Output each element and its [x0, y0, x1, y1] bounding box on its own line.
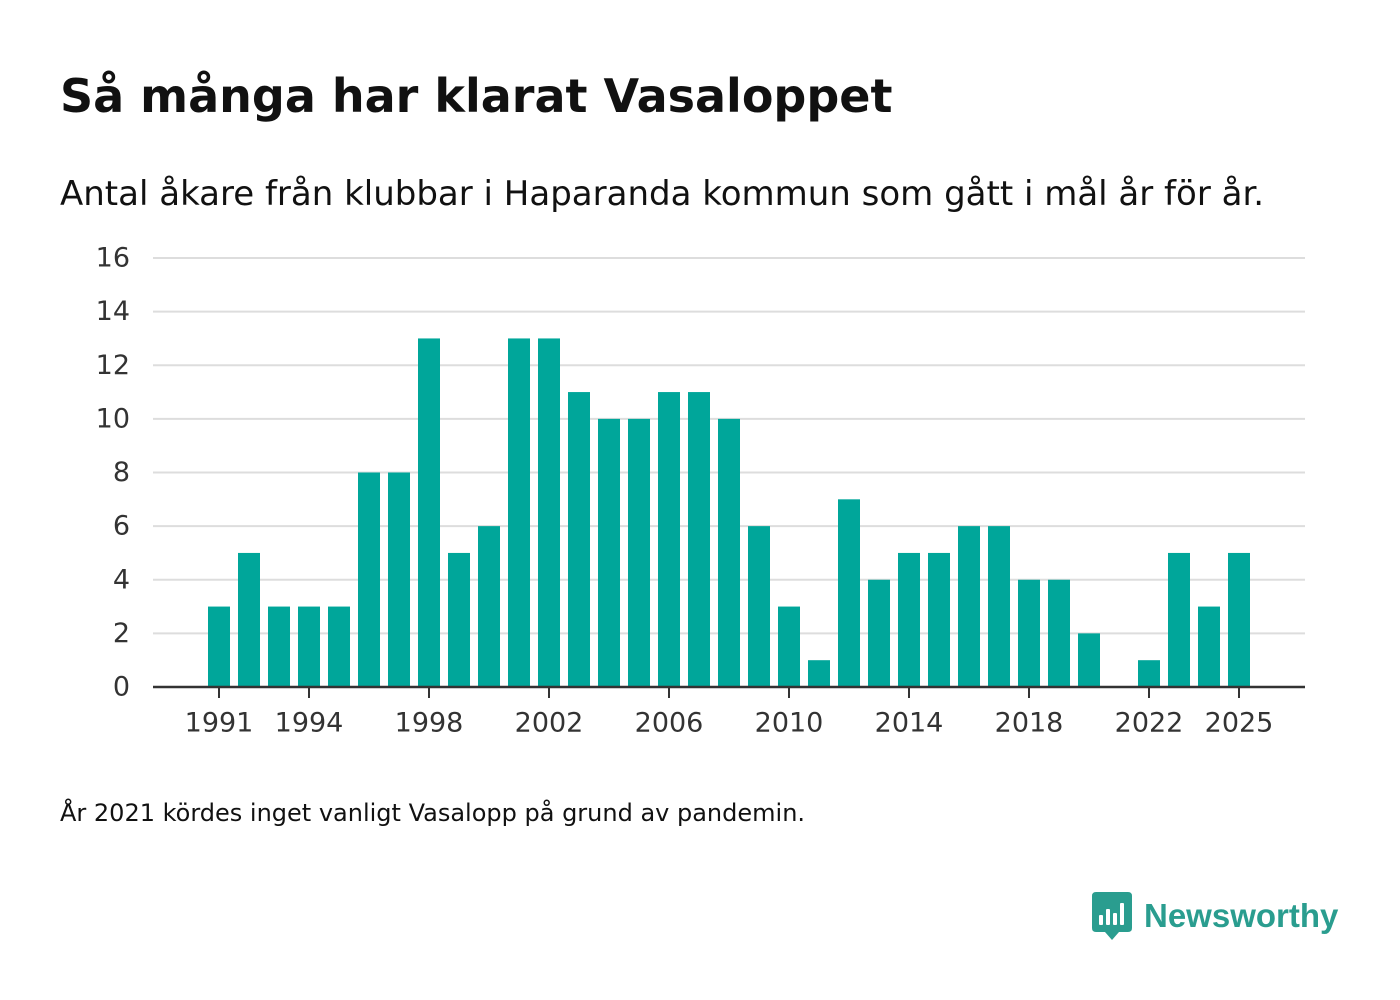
bar-2006 [658, 392, 680, 687]
x-tick-label-2010: 2010 [755, 708, 824, 739]
bar-2017 [988, 526, 1010, 687]
bar-2024 [1198, 606, 1220, 687]
bar-2020 [1078, 633, 1100, 687]
x-axis [153, 685, 1305, 698]
footnote: År 2021 kördes inget vanligt Vasalopp på… [60, 799, 806, 827]
x-tick-label-1994: 1994 [275, 708, 344, 739]
bars [208, 338, 1250, 687]
x-tick-label-2025: 2025 [1205, 708, 1274, 739]
bar-1991 [208, 606, 230, 687]
x-tick-label-1998: 1998 [395, 708, 464, 739]
y-tick-label-10: 10 [96, 403, 130, 434]
bar-2013 [868, 579, 890, 687]
y-tick-label-4: 4 [113, 564, 130, 595]
bar-2004 [598, 418, 620, 687]
y-tick-label-8: 8 [113, 457, 130, 488]
x-tick-label-2014: 2014 [875, 708, 944, 739]
bar-1997 [388, 472, 410, 687]
chart-subtitle: Antal åkare från klubbar i Haparanda kom… [60, 174, 1265, 214]
bar-2009 [748, 526, 770, 687]
bar-2023 [1168, 552, 1190, 687]
newsworthy-logo-icon [1092, 892, 1132, 940]
tick-labels: 0 2 4 6 8 10 12 14 16 1991 1994 1998 2002 2006 2010 201… [96, 243, 1274, 739]
x-tick-label-2002: 2002 [515, 708, 584, 739]
y-tick-label-12: 12 [96, 350, 130, 381]
bar-2025 [1228, 552, 1250, 687]
bar-2014 [898, 552, 920, 687]
bar-chart: 0 2 4 6 8 10 12 14 16 1991 1994 1998 2002 2006 2010 201… [96, 243, 1305, 739]
x-tick-label-2022: 2022 [1115, 708, 1184, 739]
bar-2007 [688, 392, 710, 687]
brand-name: Newsworthy [1144, 897, 1339, 934]
x-tick-label-1991: 1991 [185, 708, 254, 739]
bar-2012 [838, 499, 860, 687]
bar-1996 [358, 472, 380, 687]
bar-2018 [1018, 579, 1040, 687]
bar-2015 [928, 552, 950, 687]
y-tick-label-14: 14 [96, 296, 130, 327]
bar-2003 [568, 392, 590, 687]
y-tick-label-16: 16 [96, 243, 130, 274]
bar-2019 [1048, 579, 1070, 687]
bar-1995 [328, 606, 350, 687]
bar-1998 [418, 338, 440, 687]
chart-title: Så många har klarat Vasaloppet [60, 69, 893, 123]
bar-1992 [238, 552, 260, 687]
bar-2005 [628, 418, 650, 687]
y-tick-label-0: 0 [113, 672, 130, 703]
bar-1994 [298, 606, 320, 687]
bar-2000 [478, 526, 500, 687]
y-tick-label-6: 6 [113, 511, 130, 542]
bar-1999 [448, 552, 470, 687]
bar-2002 [538, 338, 560, 687]
bar-2016 [958, 526, 980, 687]
bar-2008 [718, 418, 740, 687]
y-tick-label-2: 2 [113, 618, 130, 649]
x-tick-label-2018: 2018 [995, 708, 1064, 739]
bar-2011 [808, 660, 830, 687]
x-tick-label-2006: 2006 [635, 708, 704, 739]
bar-2022 [1138, 660, 1160, 687]
brand-logo[interactable]: Newsworthy [1092, 892, 1338, 940]
bar-2001 [508, 338, 530, 687]
bar-2010 [778, 606, 800, 687]
bar-1993 [268, 606, 290, 687]
